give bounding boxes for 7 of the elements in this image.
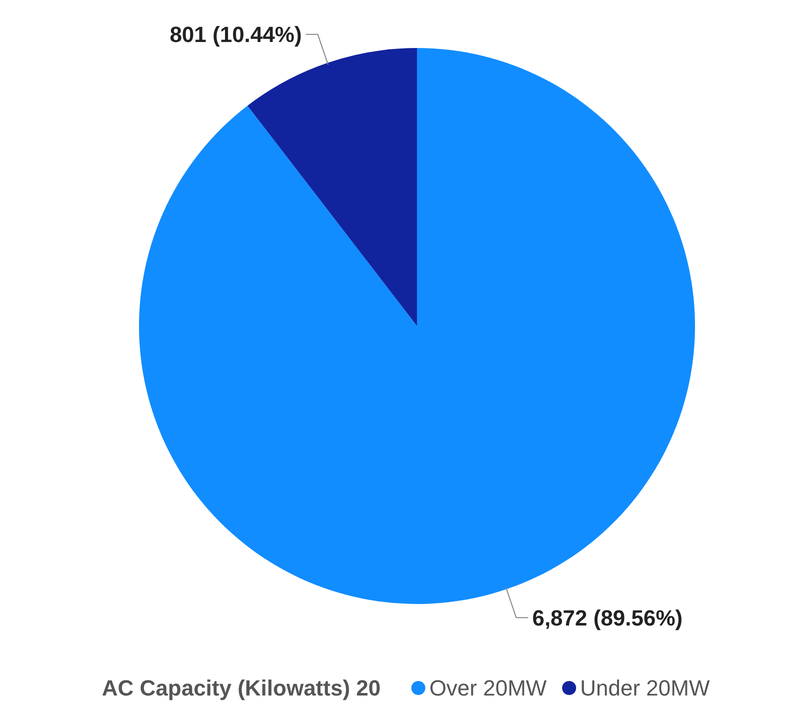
- pie-slice: [247, 48, 417, 326]
- legend-label: Over 20MW: [429, 676, 547, 701]
- data-label: 6,872 (89.56%): [532, 605, 683, 630]
- legend-label: Under 20MW: [580, 676, 710, 701]
- pie-slice: [139, 48, 695, 604]
- legend-title: AC Capacity (Kilowatts) 20: [102, 676, 381, 701]
- data-label: 801 (10.44%): [170, 22, 302, 48]
